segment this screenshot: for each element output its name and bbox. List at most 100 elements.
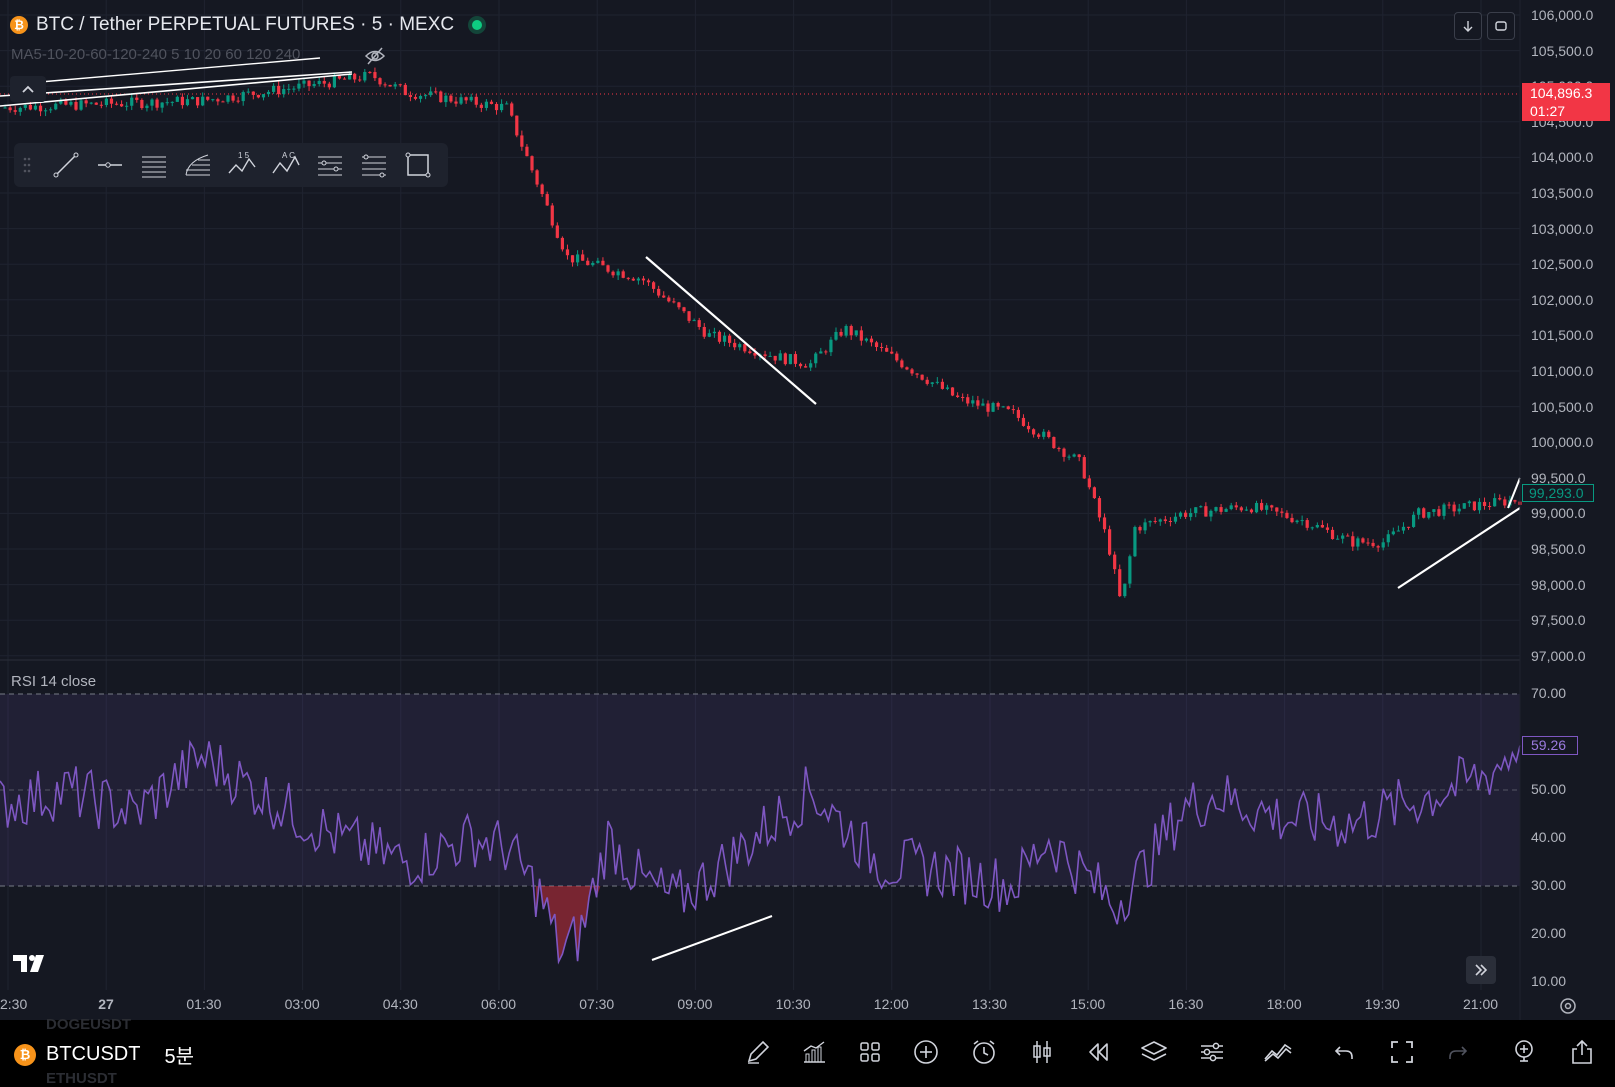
chart-header[interactable]: ₿ BTC / Tether PERPETUAL FUTURES · 5 · M…	[10, 14, 483, 36]
add-icon	[914, 1040, 938, 1064]
candle-body	[69, 101, 73, 105]
candle-body	[662, 295, 666, 298]
candle-body	[641, 278, 646, 281]
candle-body	[1472, 501, 1476, 511]
candle-body	[601, 260, 605, 266]
candle-body	[1052, 437, 1056, 449]
undo-button[interactable]	[1328, 1036, 1360, 1068]
parallel-channel-tool[interactable]	[132, 143, 176, 187]
candle-body	[403, 84, 407, 96]
candle-body	[1260, 502, 1264, 510]
abcd-pattern-tool[interactable]: A C	[264, 143, 308, 187]
drawing-toolbar[interactable]: 1 5 A C	[14, 143, 448, 187]
rsi-indicator-label[interactable]: RSI 14 close	[11, 673, 97, 690]
replay-button[interactable]	[1082, 1036, 1114, 1068]
candle-body	[150, 99, 154, 106]
xabcd-pattern-tool[interactable]: 1 5	[220, 143, 264, 187]
symbol-title[interactable]: BTC / Tether PERPETUAL FUTURES · 5 · MEX…	[36, 14, 455, 35]
candle-body	[778, 353, 782, 361]
candle-body	[109, 98, 114, 104]
candle-body	[1047, 431, 1051, 438]
candle-body	[1457, 508, 1461, 512]
live-status-icon	[472, 20, 483, 30]
candle-body	[890, 351, 894, 354]
draw-button[interactable]	[742, 1036, 774, 1068]
timeframe-selector[interactable]: 5분	[164, 1046, 194, 1068]
candle-body	[1026, 425, 1031, 430]
candle-body	[1249, 509, 1254, 513]
add-button[interactable]	[910, 1036, 942, 1068]
download-button[interactable]	[1454, 12, 1482, 40]
trend-line-up-2[interactable]	[1507, 477, 1521, 509]
candle-body	[565, 249, 570, 256]
candle-body	[185, 99, 190, 106]
candle-body	[327, 83, 331, 88]
pitchfork-tool[interactable]	[352, 143, 396, 187]
symbol-name[interactable]: BTCUSDT	[46, 1043, 141, 1065]
layout-button[interactable]	[854, 1036, 886, 1068]
candle-body	[854, 330, 858, 336]
candle-body	[1437, 509, 1441, 516]
price-axis-label: 101,000.0	[1531, 363, 1594, 379]
refresh-icon	[1495, 21, 1507, 31]
trend-line-ma-3[interactable]	[39, 57, 321, 83]
trend-line-down[interactable]	[645, 256, 817, 405]
indicators-button[interactable]	[798, 1036, 830, 1068]
chart-canvas[interactable]	[0, 0, 1615, 1020]
candle-body	[302, 80, 306, 84]
trend-line-tool[interactable]	[44, 143, 88, 187]
candle-body	[849, 326, 853, 336]
compare-button[interactable]	[1262, 1036, 1294, 1068]
tradingview-logo-icon[interactable]	[12, 952, 50, 974]
user-drawings[interactable]	[0, 57, 1521, 961]
trend-line-ma-1[interactable]	[0, 71, 353, 97]
candle-body	[1138, 527, 1142, 531]
fullscreen-button[interactable]	[1386, 1036, 1418, 1068]
chart-area[interactable]: ₿ BTC / Tether PERPETUAL FUTURES · 5 · M…	[0, 0, 1615, 1020]
time-axis-label: 06:00	[481, 996, 517, 1012]
candle-body	[1194, 507, 1198, 514]
candle-body	[920, 374, 924, 380]
scroll-to-realtime-button[interactable]	[1466, 956, 1496, 984]
time-axis-label: 13:30	[972, 996, 1008, 1012]
eye-hidden-icon[interactable]	[364, 46, 386, 66]
trend-line-up[interactable]	[1397, 507, 1521, 589]
candle-body	[140, 99, 144, 109]
alert-button[interactable]	[968, 1036, 1000, 1068]
chart-settings-icon[interactable]	[1558, 996, 1578, 1016]
candle-body	[834, 331, 838, 340]
trend-line-ma-2[interactable]	[0, 73, 353, 107]
candle-body	[322, 80, 326, 84]
fib-retracement-tool[interactable]	[176, 143, 220, 187]
ma-indicator-label[interactable]: MA5-10-20-60-120-240 5 10 20 60 120 240	[11, 46, 301, 63]
candle-body	[1214, 507, 1218, 511]
candle-body	[33, 105, 38, 110]
candle-body	[1204, 506, 1208, 517]
symbol-selector[interactable]: ₿ BTCUSDT 5분	[14, 1040, 194, 1069]
fib-levels-tool[interactable]	[308, 143, 352, 187]
rectangle-tool[interactable]	[396, 143, 440, 187]
candle-body	[530, 156, 534, 171]
candle-body	[525, 146, 529, 157]
layers-icon	[1141, 1041, 1167, 1061]
layers-button[interactable]	[1138, 1036, 1170, 1068]
candle-body	[398, 84, 402, 86]
candle-body	[768, 355, 772, 357]
candle-body	[788, 354, 792, 365]
redo-button[interactable]	[1442, 1036, 1474, 1068]
horizontal-ray-tool[interactable]	[88, 143, 132, 187]
price-axis-label: 100,500.0	[1531, 398, 1594, 415]
settings-sliders-button[interactable]	[1196, 1036, 1228, 1068]
candle-body	[728, 335, 732, 343]
drag-grip-icon[interactable]	[22, 155, 32, 175]
ideas-button[interactable]	[1508, 1036, 1540, 1068]
candle-body	[1254, 502, 1259, 513]
candle-body	[895, 353, 899, 361]
collapse-legend-button[interactable]	[10, 76, 46, 102]
pencil-icon	[747, 1040, 770, 1064]
rsi-divergence-line[interactable]	[651, 915, 773, 961]
share-button[interactable]	[1566, 1036, 1598, 1068]
chart-type-button[interactable]	[1026, 1036, 1058, 1068]
candle-body	[682, 307, 686, 312]
refresh-button[interactable]	[1487, 12, 1515, 40]
